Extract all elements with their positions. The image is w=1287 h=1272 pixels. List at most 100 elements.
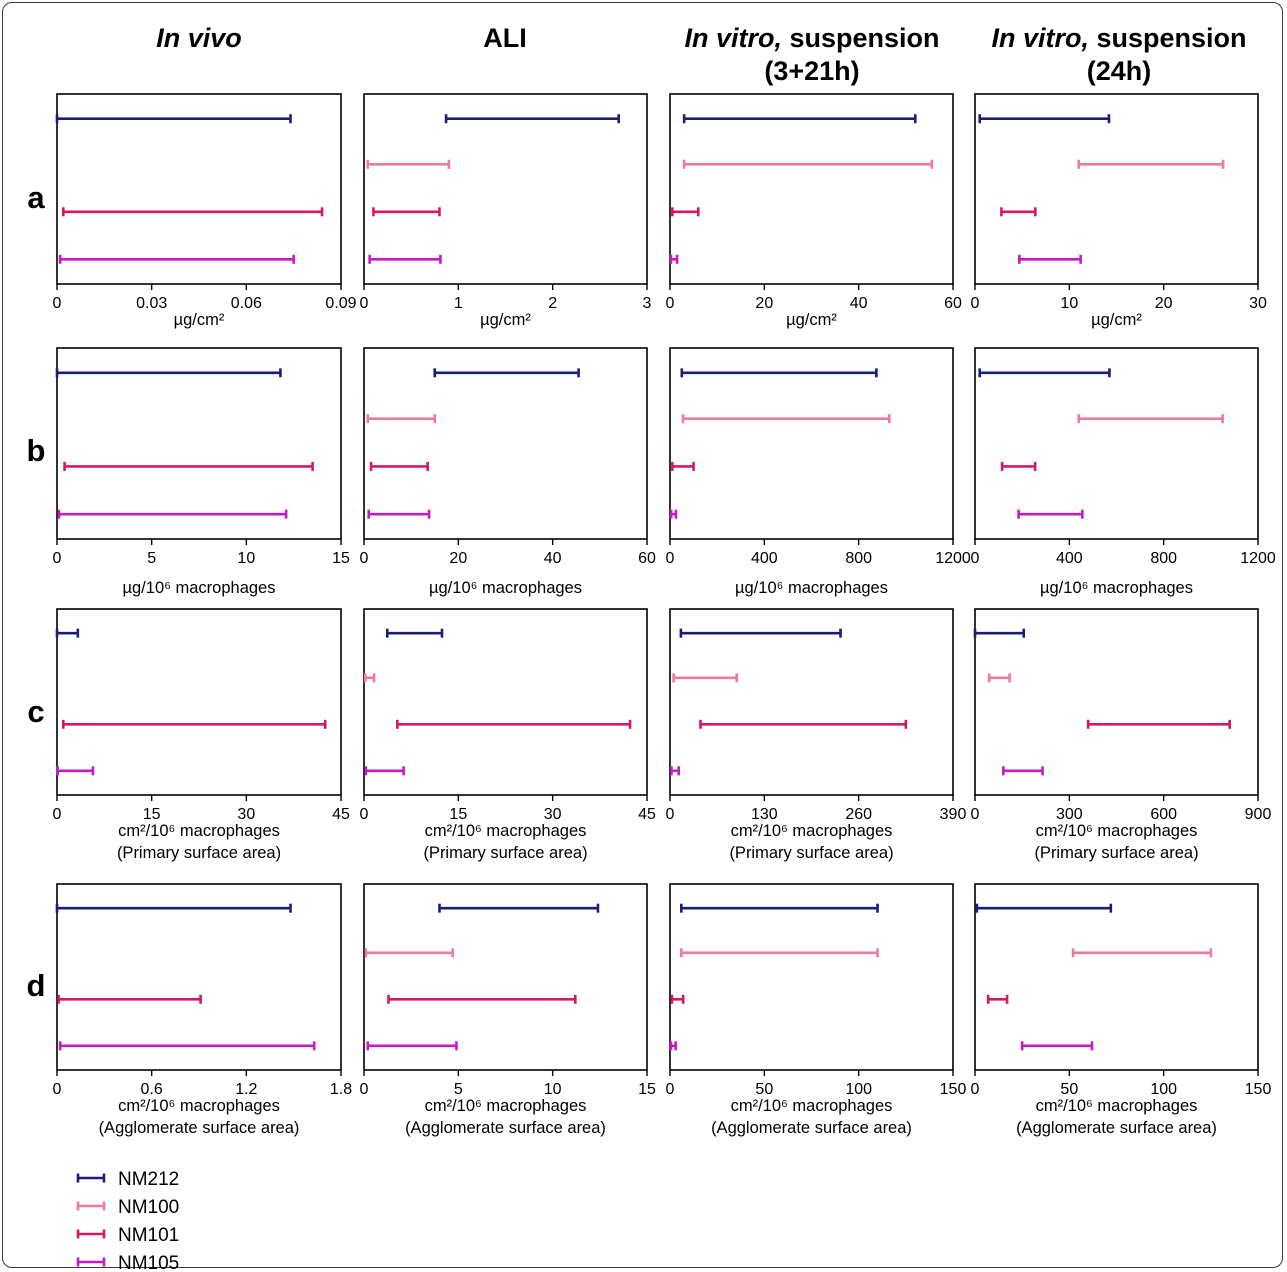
legend-item-nm212: NM212 [76, 1169, 179, 1190]
x-axis-label-2: (Agglomerate surface area) [1016, 1119, 1217, 1137]
x-tick-label: 130 [751, 806, 778, 823]
x-tick-label: 20 [449, 550, 467, 567]
panel-b-1: 0 5 10 15 µg/10⁶ macrophages [53, 347, 350, 597]
range-bar-nm212 [682, 114, 917, 124]
x-tick-label: 800 [845, 550, 872, 567]
x-tick-label: 5 [147, 550, 156, 567]
range-bar-nm101 [369, 461, 429, 471]
panel-a-3: 0 20 40 60 µg/cm² [666, 93, 962, 329]
range-bar-nm101 [387, 994, 577, 1004]
x-tick-label: 1200 [1240, 550, 1276, 567]
legend-label: NM100 [118, 1197, 179, 1218]
column-title-part: suspension [782, 23, 940, 53]
x-tick-label: 45 [332, 806, 350, 823]
x-tick-label: 0 [53, 295, 62, 312]
range-bar-nm105 [669, 1041, 677, 1051]
x-tick-label: 300 [1056, 806, 1083, 823]
range-bar-nm212 [978, 114, 1111, 124]
x-tick-label: 400 [751, 550, 778, 567]
x-tick-label: 0 [360, 806, 369, 823]
column-title-3: In vitro, suspension [684, 23, 939, 53]
x-tick-label: 40 [544, 550, 562, 567]
x-axis-label: µg/cm² [1091, 311, 1142, 329]
row-label-b: b [27, 433, 46, 468]
x-tick-label: 0 [666, 295, 675, 312]
x-tick-label: 10 [237, 550, 255, 567]
x-tick-label: 0.6 [141, 1081, 163, 1098]
plot-area [974, 347, 1259, 540]
column-title-part: In vitro, [991, 23, 1089, 53]
panel-a-2: 0 1 2 3 µg/cm² [360, 93, 652, 329]
x-tick-label: 0 [53, 1081, 62, 1098]
panel-a-1: 0 0.03 0.06 0.09 µg/cm² [53, 93, 357, 329]
x-tick-label: 100 [845, 1081, 872, 1098]
range-bar-nm105 [364, 766, 405, 776]
column-title-part: suspension [1089, 23, 1247, 53]
column-title-1: In vivo [156, 23, 242, 53]
range-bar-nm101 [986, 994, 1009, 1004]
x-tick-label: 30 [237, 806, 255, 823]
x-tick-label: 15 [449, 806, 467, 823]
x-tick-label: 0.09 [325, 295, 356, 312]
x-tick-label: 45 [638, 806, 656, 823]
column-title-3-line2: (3+21h) [764, 56, 859, 86]
plot-area [56, 93, 342, 285]
x-tick-label: 40 [850, 295, 868, 312]
x-tick-label: 0 [53, 550, 62, 567]
x-axis-label: µg/10⁶ macrophages [735, 579, 888, 597]
x-tick-label: 1 [454, 295, 463, 312]
x-tick-label: 50 [755, 1081, 773, 1098]
x-tick-label: 0 [360, 550, 369, 567]
range-bar-nm100 [680, 948, 879, 958]
x-tick-label: 5 [454, 1081, 463, 1098]
column-title-part: In vivo [156, 23, 242, 53]
range-bar-nm105 [57, 509, 288, 519]
range-bar-nm101 [1000, 207, 1037, 217]
range-bar-nm212 [973, 628, 1026, 638]
x-axis-label-2: (Primary surface area) [423, 844, 587, 862]
x-axis-label-2: (Primary surface area) [117, 844, 281, 862]
plot-area [669, 608, 954, 796]
x-axis-label: µg/10⁶ macrophages [123, 579, 276, 597]
plot-area [56, 608, 342, 796]
x-tick-label: 1.8 [330, 1081, 352, 1098]
range-bar-nm100 [672, 673, 739, 683]
range-bar-nm100 [681, 414, 891, 424]
x-tick-label: 2 [548, 295, 557, 312]
range-bar-nm212 [444, 114, 621, 124]
plot-area [56, 883, 342, 1071]
range-bar-nm100 [366, 159, 451, 169]
x-axis-label: cm²/10⁶ macrophages [425, 822, 587, 840]
x-tick-label: 260 [845, 806, 872, 823]
range-bar-nm101 [1000, 461, 1037, 471]
range-bar-nm212 [55, 114, 292, 124]
range-bar-nm212 [385, 628, 444, 638]
plot-area [669, 883, 954, 1071]
x-tick-label: 100 [1150, 1081, 1177, 1098]
x-tick-label: 30 [1249, 295, 1267, 312]
legend-item-nm100: NM100 [76, 1197, 179, 1218]
plot-area [363, 93, 648, 285]
range-bar-nm101 [699, 719, 908, 729]
x-tick-label: 0 [971, 1081, 980, 1098]
plot-area [363, 347, 648, 540]
range-bar-nm212 [975, 903, 1113, 913]
x-tick-label: 0 [666, 806, 675, 823]
range-bar-nm212 [55, 903, 292, 913]
range-bar-nm100 [366, 414, 437, 424]
x-axis-label: µg/10⁶ macrophages [429, 579, 582, 597]
x-tick-label: 15 [638, 1081, 656, 1098]
range-bar-nm101 [62, 719, 327, 729]
panel-d-3: 0 50 100 150 cm²/10⁶ macrophages (Agglomerate… [666, 883, 966, 1137]
x-tick-label: 1200 [935, 550, 971, 567]
range-bar-nm101 [1086, 719, 1231, 729]
x-axis-label-2: (Agglomerate surface area) [405, 1119, 606, 1137]
panel-a-4: 0 10 20 30 µg/cm² [971, 93, 1267, 329]
column-title-part: ALI [483, 23, 527, 53]
x-axis-label: cm²/10⁶ macrophages [1036, 1097, 1198, 1115]
range-bar-nm105 [368, 254, 442, 264]
range-bar-nm212 [55, 628, 80, 638]
x-axis-label-2: (Agglomerate surface area) [711, 1119, 912, 1137]
row-label-d: d [27, 968, 46, 1003]
range-bar-nm101 [57, 994, 202, 1004]
